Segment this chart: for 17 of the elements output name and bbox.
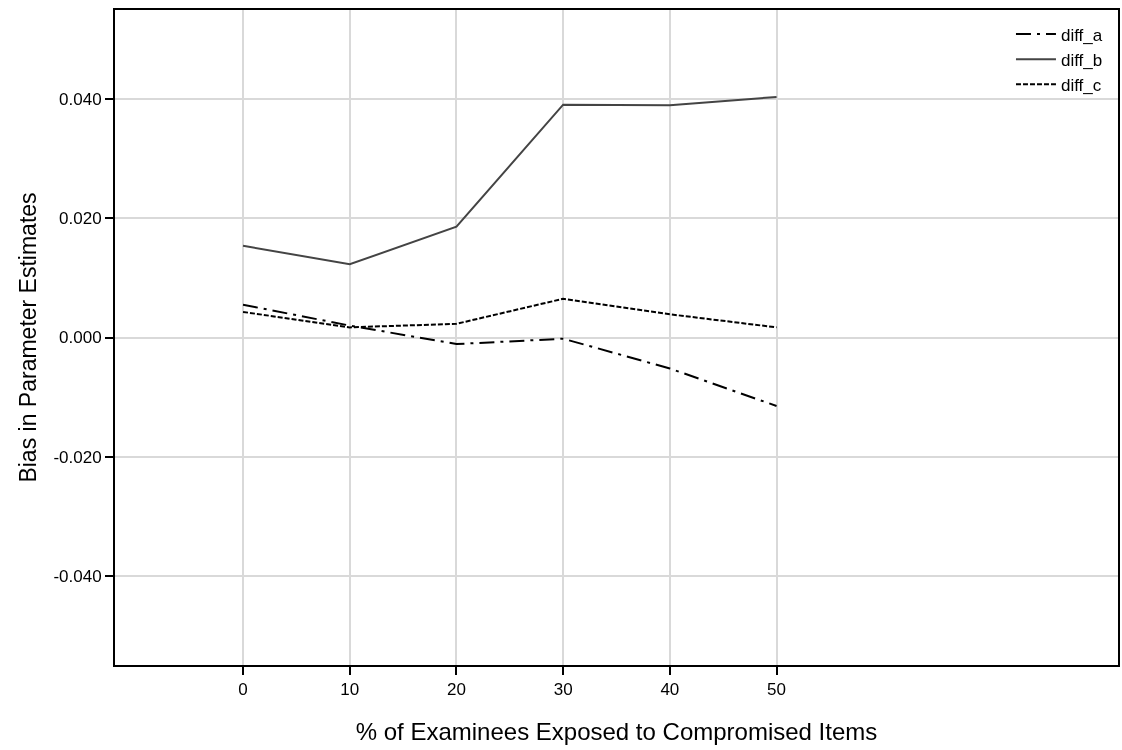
legend-label: diff_a	[1060, 25, 1103, 45]
x-tick-label: 10	[340, 680, 360, 700]
y-tick-label: -0.040	[53, 566, 102, 586]
x-axis-title: % of Examinees Exposed to Compromised Items	[355, 718, 878, 746]
x-tick-label: 30	[553, 680, 573, 700]
x-tick-label: 0	[238, 680, 248, 700]
y-tick-label: 0.040	[59, 90, 102, 110]
y-tick-label: 0.020	[59, 209, 102, 229]
line-series	[242, 95, 778, 266]
legend-label: diff_c	[1060, 75, 1102, 95]
y-axis-title: Bias in Parameter Estimates	[15, 192, 42, 483]
x-tick-label: 50	[767, 680, 787, 700]
x-tick-label: 20	[446, 680, 466, 700]
y-tick-label: -0.020	[53, 447, 102, 467]
legend-label: diff_b	[1060, 50, 1103, 70]
x-tick-label: 40	[660, 680, 680, 700]
y-tick-label: 0.000	[59, 328, 102, 348]
